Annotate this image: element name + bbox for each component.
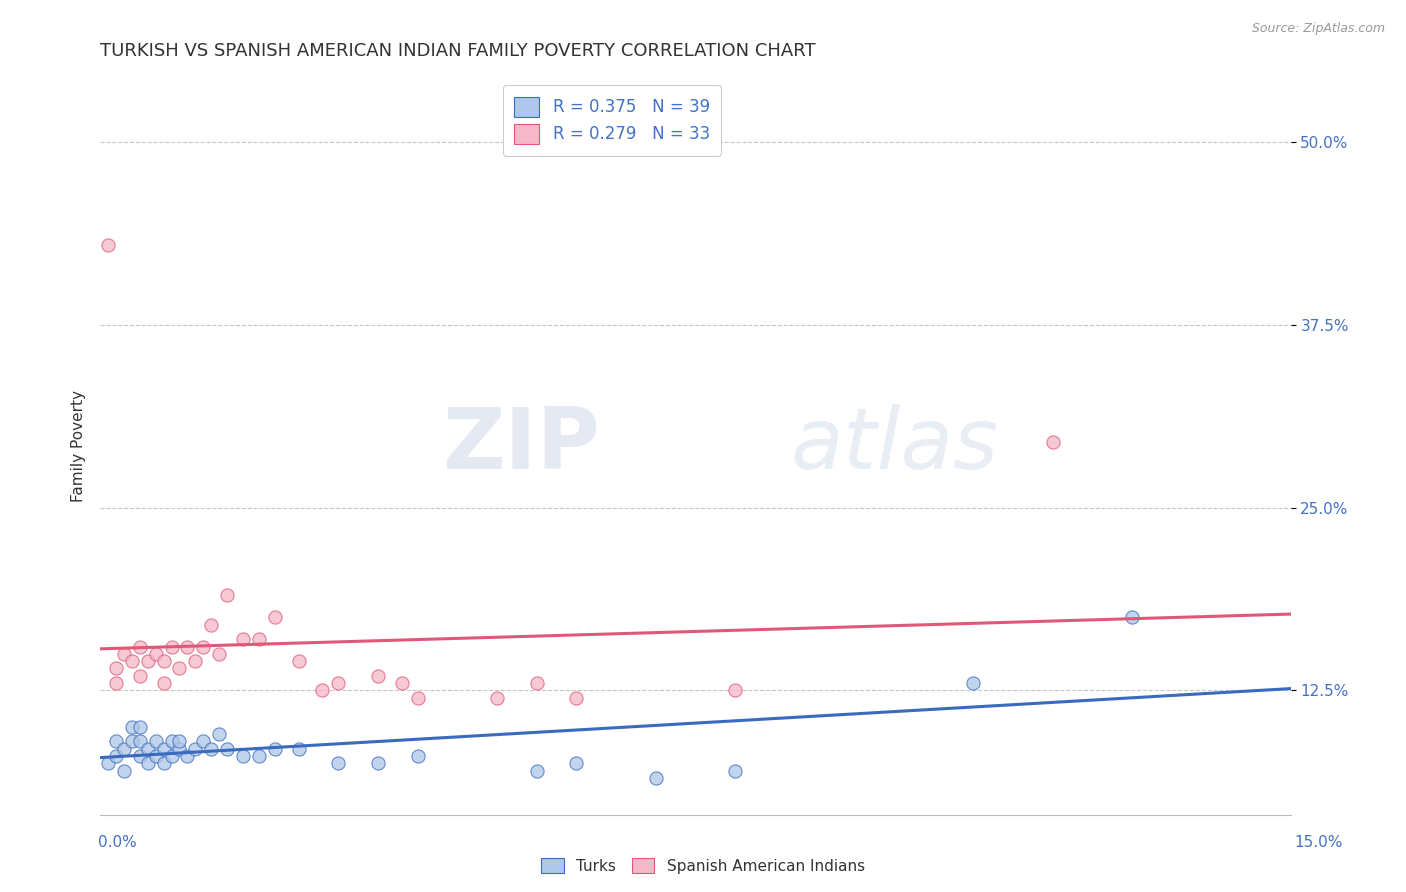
Point [169,734,191,748]
Point [1121,610,1143,624]
Point [112,647,135,661]
Point [287,741,309,756]
Point [152,756,174,771]
Point [526,676,548,690]
Point [136,741,159,756]
Point [105,676,128,690]
Point [1042,434,1064,449]
Point [232,632,254,647]
Point [184,654,207,668]
Text: Source: ZipAtlas.com: Source: ZipAtlas.com [1251,22,1385,36]
Point [193,640,215,654]
Point [184,741,207,756]
Point [644,771,666,785]
Point [328,756,350,771]
Point [160,734,183,748]
Point [97,756,120,771]
Point [176,749,198,764]
Point [97,237,120,252]
Point [152,741,174,756]
Point [105,661,128,675]
Point [121,734,143,748]
Point [200,617,222,632]
Text: atlas: atlas [790,404,998,487]
Point [391,676,413,690]
Point [200,741,222,756]
Point [565,690,588,705]
Legend: R = 0.375   N = 39, R = 0.279   N = 33: R = 0.375 N = 39, R = 0.279 N = 33 [502,85,721,155]
Point [565,756,588,771]
Point [145,749,167,764]
Text: 15.0%: 15.0% [1295,836,1343,850]
Point [121,720,143,734]
Point [217,588,239,602]
Point [145,734,167,748]
Point [128,720,150,734]
Point [311,683,333,698]
Point [112,764,135,778]
Point [105,734,128,748]
Point [406,749,429,764]
Point [287,654,309,668]
Point [128,640,150,654]
Legend: Turks, Spanish American Indians: Turks, Spanish American Indians [536,852,870,880]
Point [145,647,167,661]
Point [367,669,389,683]
Point [193,734,215,748]
Text: TURKISH VS SPANISH AMERICAN INDIAN FAMILY POVERTY CORRELATION CHART: TURKISH VS SPANISH AMERICAN INDIAN FAMIL… [100,42,815,60]
Point [485,690,508,705]
Point [208,727,231,741]
Point [247,749,270,764]
Point [232,749,254,764]
Text: ZIP: ZIP [443,404,600,487]
Point [136,756,159,771]
Point [406,690,429,705]
Point [526,764,548,778]
Point [962,676,984,690]
Point [160,640,183,654]
Point [208,647,231,661]
Point [247,632,270,647]
Point [128,749,150,764]
Point [328,676,350,690]
Point [367,756,389,771]
Text: 0.0%: 0.0% [98,836,138,850]
Point [217,741,239,756]
Point [128,734,150,748]
Point [105,749,128,764]
Point [152,676,174,690]
Point [263,610,285,624]
Point [724,764,747,778]
Point [121,654,143,668]
Point [128,669,150,683]
Point [169,661,191,675]
Point [724,683,747,698]
Point [152,654,174,668]
Point [169,741,191,756]
Point [176,640,198,654]
Point [160,749,183,764]
Point [136,654,159,668]
Point [112,741,135,756]
Point [263,741,285,756]
Y-axis label: Family Poverty: Family Poverty [72,390,86,501]
